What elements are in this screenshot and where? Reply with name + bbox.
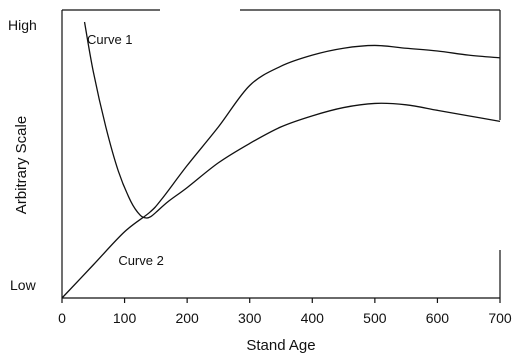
x-tick-label: 400: [301, 310, 325, 326]
x-tick-label: 300: [238, 310, 262, 326]
plot-frame: [61, 9, 501, 299]
curve-1-line: [83, 21, 501, 219]
curve-2-line: [61, 44, 501, 299]
curve-1-label: Curve 1: [87, 32, 133, 47]
x-tick-group: 0 100 200 300 400 500 600 700: [58, 298, 512, 326]
x-axis-label: Stand Age: [246, 337, 315, 354]
x-tick-label: 200: [175, 310, 199, 326]
y-tick-high: High: [8, 17, 37, 33]
x-tick-label: 700: [488, 310, 512, 326]
x-tick-label: 0: [58, 310, 66, 326]
curve-2-label: Curve 2: [118, 253, 164, 268]
x-tick-label: 100: [113, 310, 137, 326]
x-tick-label: 600: [426, 310, 450, 326]
y-tick-low: Low: [10, 277, 37, 293]
x-tick-label: 500: [363, 310, 387, 326]
y-axis-label: Arbitrary Scale: [13, 116, 30, 214]
